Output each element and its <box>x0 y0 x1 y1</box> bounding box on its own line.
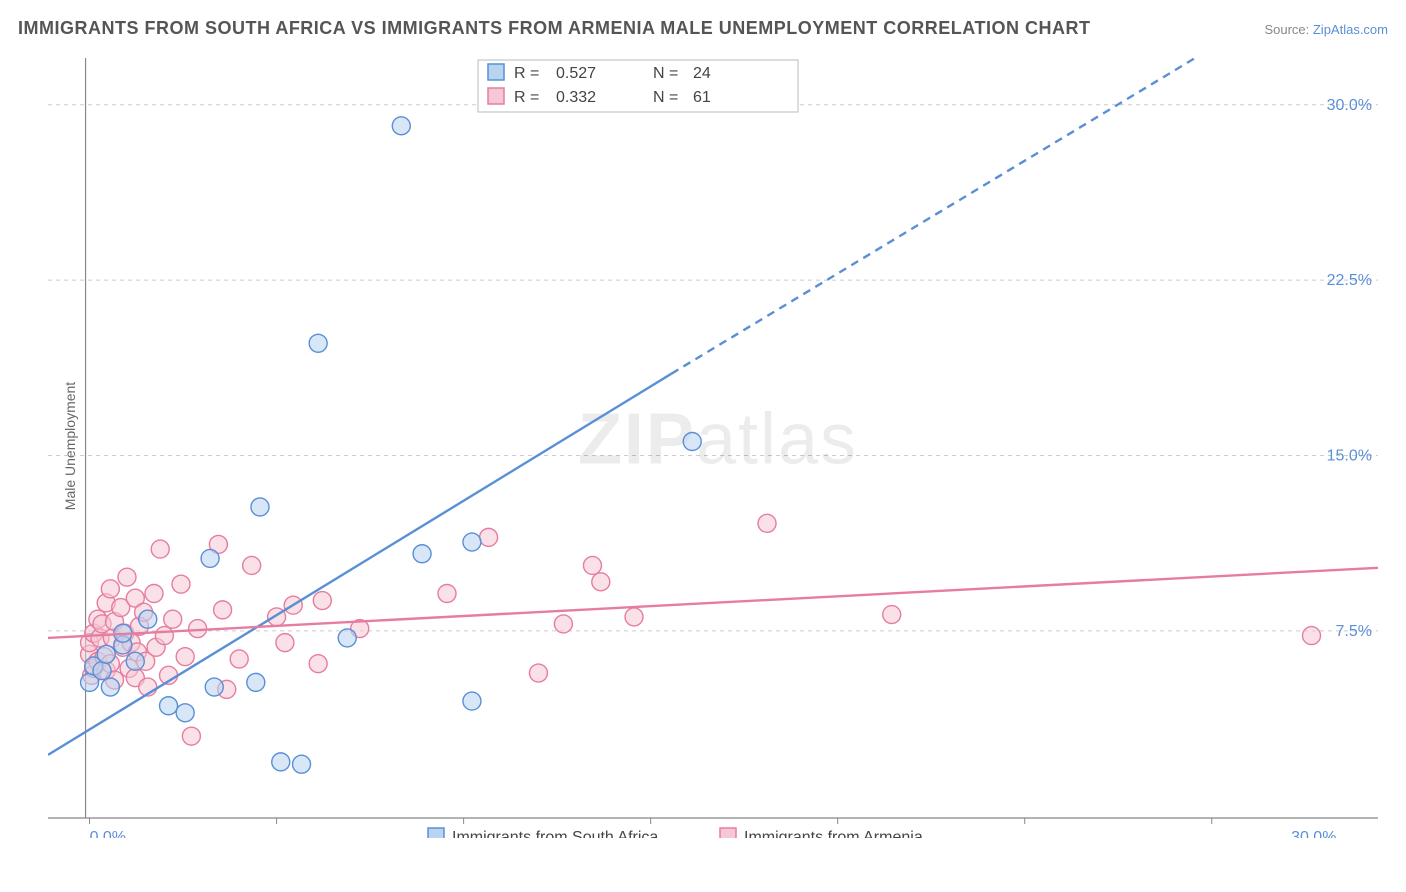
scatter-point-armenia <box>182 727 200 745</box>
y-tick-label: 15.0% <box>1327 448 1372 465</box>
watermark: ZIPatlas <box>578 400 858 480</box>
legend-r-value-armenia: 0.332 <box>556 89 596 106</box>
scatter-point-armenia <box>118 568 136 586</box>
scatter-point-armenia <box>529 664 547 682</box>
scatter-point-armenia <box>592 573 610 591</box>
legend-swatch-south_africa <box>488 64 504 80</box>
legend-top: R = 0.527 N = 24 R = 0.332 N = 61 <box>478 60 798 112</box>
scatter-point-armenia <box>101 580 119 598</box>
legend-n-label: N = <box>653 89 678 106</box>
scatter-point-armenia <box>164 610 182 628</box>
scatter-point-armenia <box>554 615 572 633</box>
scatter-point-armenia <box>313 592 331 610</box>
scatter-point-armenia <box>309 655 327 673</box>
legend-bottom-label-armenia: Immigrants from Armenia <box>744 829 923 838</box>
source-link[interactable]: ZipAtlas.com <box>1313 22 1388 37</box>
scatter-point-armenia <box>172 575 190 593</box>
source-prefix: Source: <box>1264 22 1312 37</box>
chart-plot-area: 7.5% 15.0% 22.5% 30.0% 0.0% 30.0% ZIPatlas R = 0… <box>48 58 1388 838</box>
scatter-point-armenia <box>1303 627 1321 645</box>
y-tick-label: 30.0% <box>1327 97 1372 114</box>
legend-r-label: R = <box>514 65 539 82</box>
legend-n-label: N = <box>653 65 678 82</box>
scatter-point-south_africa <box>683 433 701 451</box>
scatter-point-south_africa <box>126 652 144 670</box>
source-label: Source: ZipAtlas.com <box>1264 22 1388 37</box>
x-tick-label: 0.0% <box>90 829 126 838</box>
x-tick-label: 30.0% <box>1291 829 1336 838</box>
scatter-point-south_africa <box>176 704 194 722</box>
trend-line-armenia <box>48 568 1378 638</box>
scatter-point-armenia <box>151 540 169 558</box>
scatter-point-armenia <box>230 650 248 668</box>
legend-r-value-south_africa: 0.527 <box>556 65 596 82</box>
legend-n-value-south_africa: 24 <box>693 65 711 82</box>
scatter-point-armenia <box>480 528 498 546</box>
scatter-point-armenia <box>214 601 232 619</box>
scatter-point-south_africa <box>205 678 223 696</box>
legend-swatch-armenia <box>488 88 504 104</box>
scatter-point-south_africa <box>309 334 327 352</box>
scatter-point-armenia <box>155 627 173 645</box>
scatter-point-armenia <box>883 606 901 624</box>
y-tick-label: 22.5% <box>1327 272 1372 289</box>
legend-bottom-swatch-armenia <box>720 828 736 838</box>
scatter-point-south_africa <box>463 533 481 551</box>
scatter-point-south_africa <box>139 610 157 628</box>
scatter-point-south_africa <box>93 662 111 680</box>
chart-svg: 7.5% 15.0% 22.5% 30.0% 0.0% 30.0% ZIPatlas R = 0… <box>48 58 1388 838</box>
scatter-point-south_africa <box>101 678 119 696</box>
scatter-point-south_africa <box>160 697 178 715</box>
scatter-point-armenia <box>758 514 776 532</box>
chart-title: IMMIGRANTS FROM SOUTH AFRICA VS IMMIGRAN… <box>18 18 1090 39</box>
scatter-point-south_africa <box>413 545 431 563</box>
trend-line-south_africa <box>48 374 671 755</box>
y-tick-label: 7.5% <box>1336 623 1372 640</box>
legend-n-value-armenia: 61 <box>693 89 711 106</box>
scatter-point-south_africa <box>338 629 356 647</box>
scatter-point-armenia <box>438 585 456 603</box>
scatter-point-armenia <box>625 608 643 626</box>
legend-bottom: Immigrants from South Africa Immigrants f… <box>428 828 923 838</box>
scatter-point-south_africa <box>392 117 410 135</box>
scatter-point-armenia <box>176 648 194 666</box>
legend-r-label: R = <box>514 89 539 106</box>
scatter-point-armenia <box>583 556 601 574</box>
legend-bottom-swatch-south_africa <box>428 828 444 838</box>
scatter-point-south_africa <box>251 498 269 516</box>
scatter-point-south_africa <box>272 753 290 771</box>
scatter-point-south_africa <box>463 692 481 710</box>
scatter-point-south_africa <box>247 673 265 691</box>
legend-bottom-label-south_africa: Immigrants from South Africa <box>452 829 658 838</box>
scatter-point-south_africa <box>97 645 115 663</box>
scatter-point-armenia <box>145 585 163 603</box>
scatter-point-armenia <box>276 634 294 652</box>
scatter-point-south_africa <box>293 755 311 773</box>
scatter-point-south_africa <box>201 549 219 567</box>
scatter-point-armenia <box>243 556 261 574</box>
